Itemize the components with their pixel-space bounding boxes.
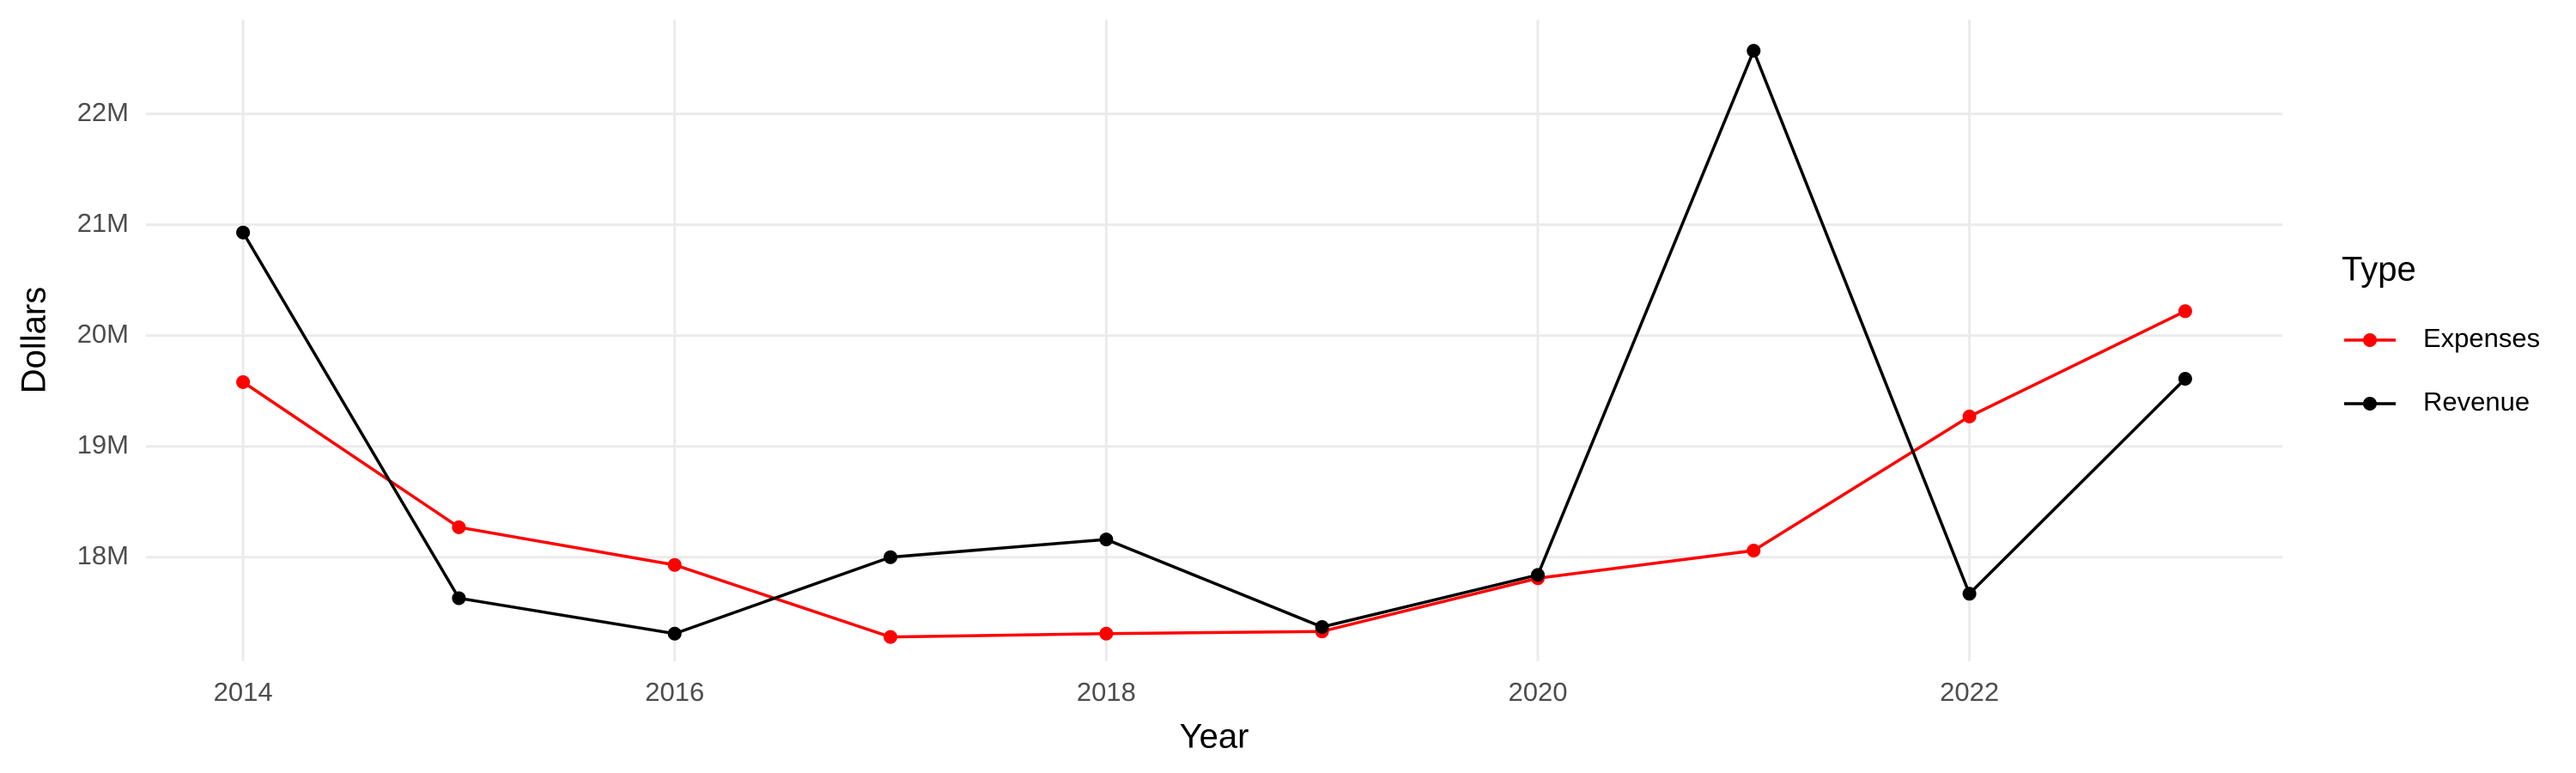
data-point bbox=[236, 225, 251, 240]
y-axis-title: Dollars bbox=[15, 287, 53, 393]
data-point bbox=[1962, 409, 1977, 423]
x-tick-label: 2018 bbox=[1077, 677, 1136, 707]
y-tick-label: 21M bbox=[77, 208, 129, 238]
data-point bbox=[1315, 620, 1329, 635]
data-point bbox=[1747, 44, 1761, 58]
y-tick-label: 22M bbox=[77, 97, 129, 127]
data-point bbox=[884, 550, 898, 564]
series-line bbox=[241, 46, 2187, 636]
data-point bbox=[1099, 626, 1114, 641]
legend-key-point bbox=[2363, 397, 2377, 411]
data-point bbox=[452, 520, 466, 534]
data-point bbox=[667, 626, 682, 641]
data-point bbox=[884, 630, 898, 644]
data-point bbox=[667, 557, 682, 572]
x-tick-label: 2014 bbox=[214, 677, 273, 707]
x-tick-label: 2020 bbox=[1508, 677, 1567, 707]
data-point bbox=[1962, 587, 1977, 601]
grid bbox=[146, 20, 2282, 661]
legend-label: Revenue bbox=[2423, 386, 2530, 417]
data-point bbox=[236, 374, 251, 389]
y-tick-label: 20M bbox=[77, 319, 129, 349]
x-axis-title: Year bbox=[1180, 718, 1249, 756]
y-tick-label: 19M bbox=[77, 429, 129, 460]
legend-label: Expenses bbox=[2423, 323, 2540, 353]
legend-title: Type bbox=[2342, 251, 2416, 289]
y-tick-label: 18M bbox=[77, 540, 129, 570]
data-point bbox=[1530, 568, 1545, 582]
x-tick-label: 2016 bbox=[645, 677, 704, 707]
series-line bbox=[242, 309, 2186, 639]
data-point bbox=[1099, 533, 1114, 547]
data-point bbox=[2178, 304, 2192, 319]
data-point bbox=[452, 591, 466, 606]
data-point bbox=[2178, 372, 2192, 386]
legend-key-point bbox=[2363, 333, 2377, 347]
x-tick-label: 2022 bbox=[1940, 677, 1999, 707]
data-point bbox=[1747, 543, 1761, 557]
